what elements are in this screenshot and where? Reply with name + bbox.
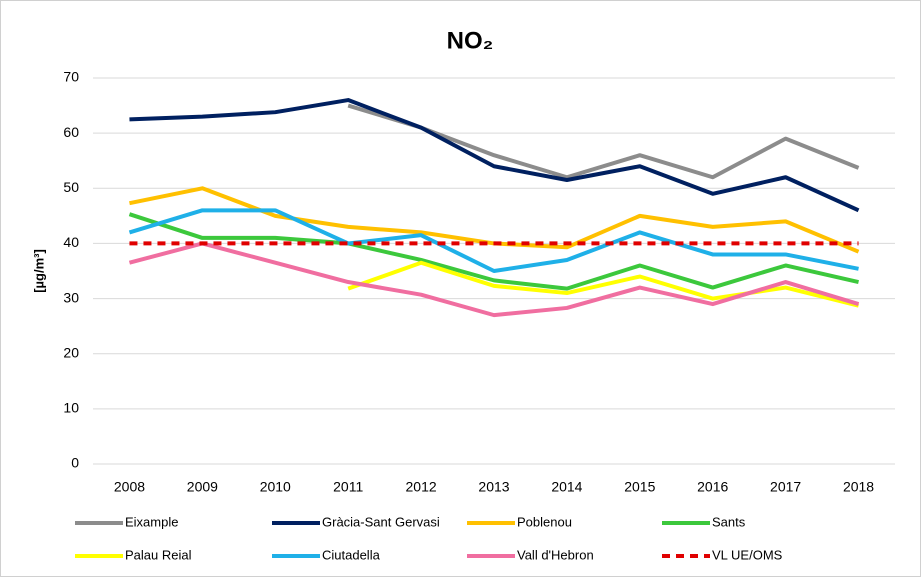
- y-axis-label: [µg/m³]: [31, 249, 46, 293]
- data-line: [347, 260, 860, 308]
- x-tick-label: 2015: [624, 479, 655, 495]
- legend-label: Ciutadella: [322, 547, 381, 562]
- y-tick-label: 70: [63, 69, 79, 85]
- data-line: [128, 241, 860, 318]
- x-tick-label: 2012: [406, 479, 437, 495]
- x-tick-label: 2016: [697, 479, 728, 495]
- data-line: [128, 208, 859, 273]
- y-tick-label: 60: [63, 124, 79, 140]
- legend-label: Gràcia-Sant Gervasi: [322, 514, 440, 529]
- y-tick-label: 20: [63, 344, 79, 360]
- x-tick-label: 2008: [114, 479, 145, 495]
- legend-label: Eixample: [125, 514, 178, 529]
- legend-label: VL UE/OMS: [712, 547, 783, 562]
- legend-label: Palau Reial: [125, 547, 192, 562]
- x-tick-label: 2009: [187, 479, 218, 495]
- x-tick-label: 2010: [260, 479, 291, 495]
- data-line: [129, 98, 860, 213]
- y-tick-label: 10: [63, 400, 79, 416]
- x-tick-label: 2013: [478, 479, 509, 495]
- legend-label: Vall d'Hebron: [517, 547, 594, 562]
- legend-label: Sants: [712, 514, 746, 529]
- x-tick-label: 2018: [843, 479, 874, 495]
- legend-label: Poblenou: [517, 514, 572, 529]
- data-line: [128, 212, 859, 291]
- y-tick-label: 30: [63, 289, 79, 305]
- y-tick-label: 40: [63, 234, 79, 250]
- chart-title: NO₂: [447, 27, 494, 54]
- x-tick-label: 2011: [333, 479, 363, 495]
- y-tick-label: 0: [71, 455, 79, 471]
- x-tick-label: 2017: [770, 479, 801, 495]
- y-tick-label: 50: [63, 179, 79, 195]
- x-tick-label: 2014: [551, 479, 582, 495]
